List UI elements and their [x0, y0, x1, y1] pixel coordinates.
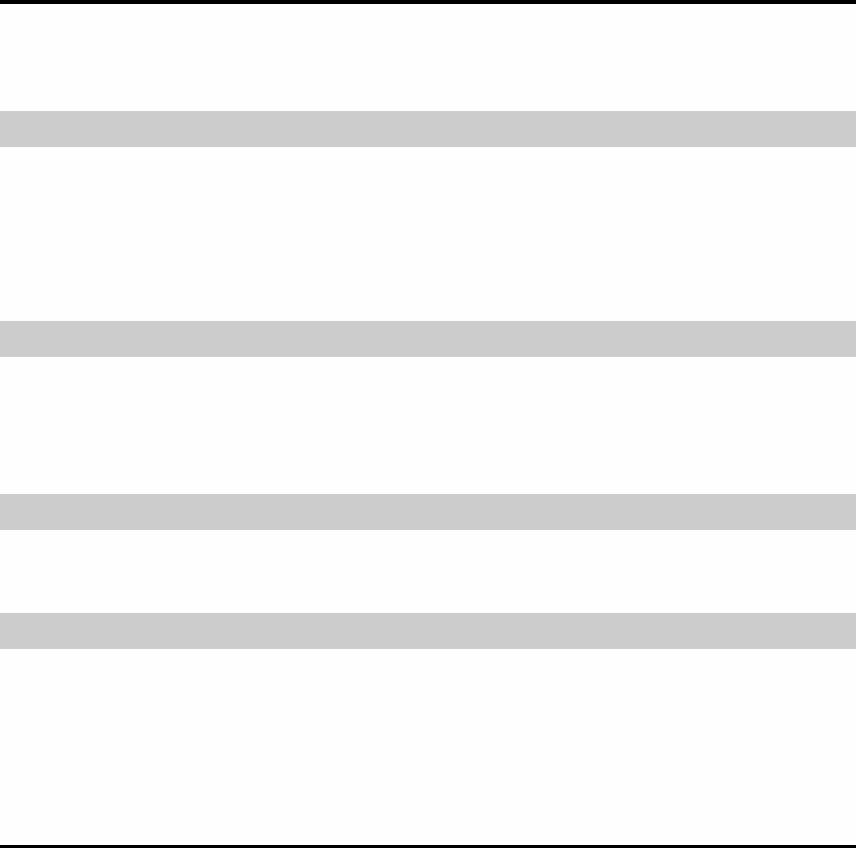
section-band-2: [0, 321, 856, 357]
bottom-rule: [0, 845, 856, 848]
top-rule: [0, 0, 856, 4]
section-band-3: [0, 494, 856, 530]
section-band-4: [0, 613, 856, 649]
section-band-1: [0, 111, 856, 147]
